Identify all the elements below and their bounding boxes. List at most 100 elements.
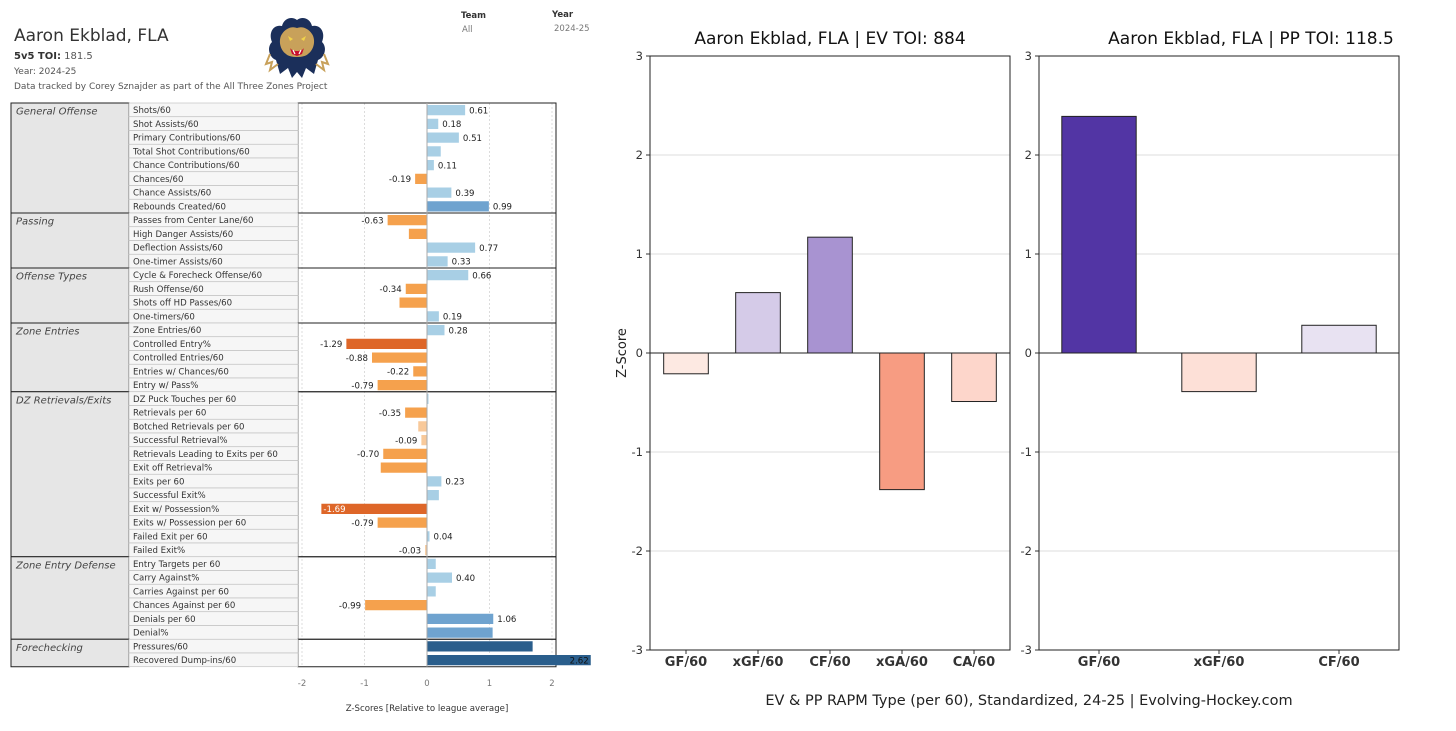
metric-bar-chart: General Offense Shots/60 0.61 Shot Assists/…: [10, 102, 591, 714]
y-axis-label: Z-Score: [615, 328, 630, 378]
rapm-bar: [1181, 352, 1257, 393]
metric-label: Exits per 60: [133, 477, 184, 487]
x-tick-label: GF/60: [1078, 655, 1120, 670]
metric-label: Failed Exit%: [133, 546, 185, 556]
metric-bar: [372, 352, 427, 363]
x-axis-label: Z-Scores [Relative to league average]: [346, 704, 509, 714]
metric-bar: [427, 558, 436, 569]
group-label: Forechecking: [16, 643, 83, 654]
metric-bar: [413, 366, 427, 377]
year-filter-label: Year: [552, 10, 574, 20]
group-label: DZ Retrievals/Exits: [16, 395, 111, 406]
y-tick-label: 1: [636, 247, 643, 261]
x-tick-label: xGF/60: [1194, 655, 1245, 670]
metric-label: One-timers/60: [133, 312, 195, 322]
metric-value-label: -0.03: [399, 546, 421, 556]
metric-label: Carries Against per 60: [133, 587, 229, 597]
y-tick-label: 2: [1025, 148, 1032, 162]
metric-value-label: -1.29: [320, 340, 342, 350]
year-filter-value[interactable]: 2024-25: [554, 24, 590, 34]
metric-label: One-timer Assists/60: [133, 257, 223, 267]
metric-label: Retrievals per 60: [133, 409, 206, 419]
metric-bar: [427, 572, 452, 583]
metric-label: Total Shot Contributions/60: [132, 147, 250, 157]
metric-bar: [427, 627, 493, 638]
y-tick-label: 2: [636, 148, 643, 162]
x-tick-label: xGA/60: [876, 655, 928, 670]
metric-bar: [425, 545, 427, 556]
metric-bar: [365, 600, 427, 611]
y-tick-label: -1: [1021, 445, 1032, 459]
metric-label: Successful Retrieval%: [133, 436, 228, 446]
metric-bar: [377, 517, 427, 528]
metric-value-label: 0.99: [493, 203, 512, 213]
metric-label: Controlled Entries/60: [133, 354, 224, 364]
metric-label: Botched Retrievals per 60: [133, 422, 245, 432]
x-tick-label: xGF/60: [733, 655, 784, 670]
metric-value-label: 0.33: [452, 258, 471, 268]
metric-label: Carry Against%: [133, 574, 199, 584]
metric-label: Zone Entries/60: [133, 326, 201, 336]
x-tick-label: 0: [424, 679, 429, 689]
metric-bar: [405, 407, 427, 418]
x-tick-label: 1: [487, 679, 492, 689]
metric-value-label: 0.28: [449, 326, 468, 336]
metric-label: Retrievals Leading to Exits per 60: [133, 450, 278, 460]
metric-value-label: 0.66: [472, 271, 491, 281]
metric-label: Exit w/ Possession%: [133, 505, 219, 515]
metric-bar: [427, 242, 476, 253]
metric-value-label: 0.18: [442, 120, 461, 130]
group-cell: [10, 638, 130, 668]
rapm-bar: [1061, 115, 1137, 354]
x-tick-label: CA/60: [953, 655, 995, 670]
metric-label: DZ Puck Touches per 60: [133, 395, 236, 405]
metric-label: Exit off Retrieval%: [133, 464, 212, 474]
metric-value-label: -0.19: [389, 175, 411, 185]
metric-bar: [321, 503, 427, 514]
metric-label: Rebounds Created/60: [133, 202, 226, 212]
metric-label: High Danger Assists/60: [133, 230, 233, 240]
metric-value-label: -0.70: [357, 450, 379, 460]
metric-cell: [128, 652, 299, 668]
rapm-bar: [879, 352, 925, 491]
metric-value-label: -0.79: [351, 381, 373, 391]
y-tick-label: -2: [1021, 544, 1032, 558]
group-cell: [10, 391, 130, 558]
player-name: Aaron Ekblad, FLA: [14, 26, 169, 46]
metric-label: Chance Contributions/60: [133, 161, 240, 171]
group-label: Passing: [16, 217, 54, 228]
metric-bar: [415, 173, 427, 184]
metric-label: Controlled Entry%: [133, 340, 211, 350]
metric-value-label: -1.69: [323, 505, 345, 515]
rapm-bar: [735, 292, 781, 354]
metric-bar: [427, 641, 533, 652]
metric-bar: [427, 655, 591, 666]
metric-label: Shots off HD Passes/60: [133, 299, 232, 309]
metric-bar: [427, 132, 459, 143]
rapm-charts: -3 -2 -1 0 1 2 3 GF/60 xGF/60 CF/60 xGA/60 CA/60 Aar…: [615, 29, 1400, 709]
metric-bar: [427, 146, 441, 157]
footer-caption: EV & PP RAPM Type (per 60), Standardized…: [765, 693, 1292, 709]
metric-bar: [427, 187, 452, 198]
metric-bar: [380, 462, 427, 473]
metric-value-label: 0.39: [455, 189, 474, 199]
metric-label: Entry Targets per 60: [133, 560, 220, 570]
group-cell: [10, 102, 130, 214]
y-tick-label: 3: [1025, 49, 1032, 63]
plot-frame: [649, 55, 1011, 651]
metric-label: Shot Assists/60: [133, 120, 199, 130]
team-filter-value[interactable]: All: [462, 25, 473, 35]
year-line: Year: 2024-25: [14, 67, 77, 77]
group-label: General Offense: [16, 107, 98, 118]
metric-value-label: -0.22: [387, 368, 409, 378]
y-tick-label: -3: [632, 643, 643, 657]
metric-label: Successful Exit%: [133, 491, 206, 501]
team-filter-label: Team: [461, 11, 487, 21]
group-label: Zone Entries: [15, 327, 79, 338]
metric-label: Primary Contributions/60: [133, 134, 241, 144]
player-card-panel: Aaron Ekblad, FLA 5v5 TOI: 181.5 Year: 2…: [0, 0, 610, 731]
rapm-bar: [663, 352, 709, 375]
metric-value-label: 0.19: [443, 313, 462, 323]
metric-bar: [427, 531, 430, 542]
y-tick-label: 1: [1025, 247, 1032, 261]
